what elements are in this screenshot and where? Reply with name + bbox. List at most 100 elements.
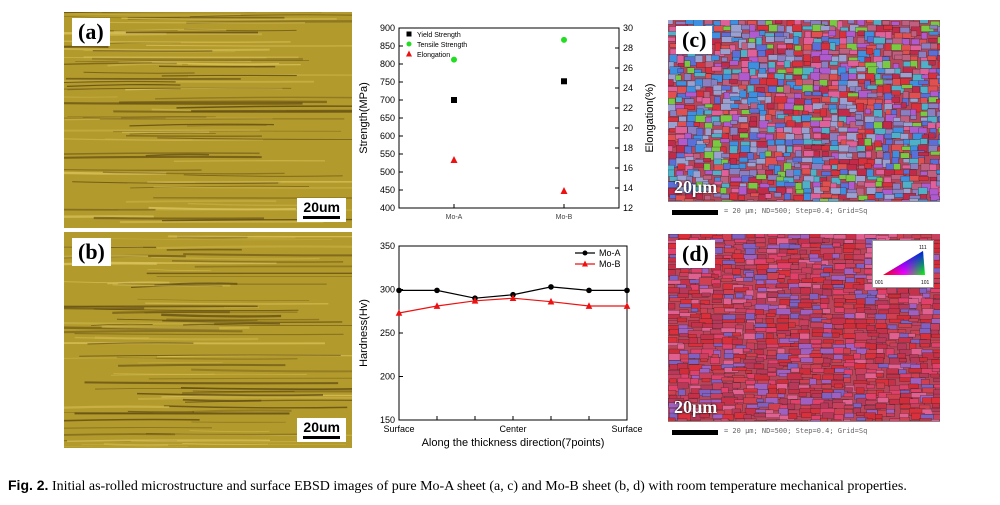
grain <box>675 134 686 140</box>
grain-streak <box>64 412 153 414</box>
grain <box>694 85 701 91</box>
grain <box>765 327 777 333</box>
grain <box>831 359 842 363</box>
grain <box>788 338 800 342</box>
grain <box>676 80 687 86</box>
figure-caption: Fig. 2. Initial as-rolled microstructure… <box>8 477 998 495</box>
grain-streak <box>182 398 262 402</box>
grain <box>755 357 765 362</box>
grain <box>833 302 844 308</box>
y-tick-label: 900 <box>380 23 395 33</box>
grain <box>722 126 730 134</box>
y-tick-label: 800 <box>380 59 395 69</box>
grain <box>743 302 752 307</box>
grain-streak <box>109 33 263 37</box>
grain <box>722 314 737 321</box>
grain-streak <box>64 329 243 334</box>
grain <box>834 307 845 313</box>
grain <box>793 175 800 181</box>
grain-streak <box>103 442 169 447</box>
grain <box>798 392 807 398</box>
grain <box>776 252 787 257</box>
grain <box>867 92 878 98</box>
grain <box>936 174 940 184</box>
grain <box>804 90 812 96</box>
grain <box>893 163 901 171</box>
grain-streak <box>64 96 118 98</box>
grain <box>700 358 708 362</box>
grain <box>721 169 730 177</box>
grain <box>743 333 756 340</box>
grain <box>765 413 781 418</box>
grain <box>830 108 838 114</box>
grain <box>856 187 865 197</box>
grain <box>701 312 711 319</box>
grain <box>703 163 711 171</box>
grain <box>714 96 721 104</box>
strength-elongation-chart: 400 450 500 550 600 650 700 750 800 850 900 12 14 16 1… <box>358 23 656 221</box>
panel-label-a: (a) <box>72 18 110 46</box>
grain <box>777 234 786 238</box>
grain <box>776 308 792 315</box>
grain <box>856 145 866 152</box>
grain <box>875 372 884 378</box>
grain <box>777 348 786 354</box>
grain-streak <box>167 236 296 239</box>
grain <box>789 294 799 300</box>
grain-streak <box>93 216 265 220</box>
grain <box>832 253 840 259</box>
grain <box>668 320 678 324</box>
grain <box>669 329 679 335</box>
grain <box>938 50 940 59</box>
grain <box>783 84 791 94</box>
grain <box>747 152 754 160</box>
grain-streak <box>64 446 188 448</box>
grain <box>692 153 701 159</box>
grain <box>777 54 787 62</box>
grain <box>748 38 756 44</box>
grain-streak <box>118 363 286 367</box>
grain <box>821 384 832 389</box>
grain-streak <box>191 368 352 373</box>
grain <box>937 61 940 71</box>
grain <box>742 348 751 353</box>
grain <box>738 163 747 169</box>
grain <box>908 288 921 297</box>
grain-streak <box>192 409 292 413</box>
grain <box>765 133 774 141</box>
grain <box>757 343 767 350</box>
grain <box>791 126 803 135</box>
grain <box>927 108 936 117</box>
grain <box>839 158 850 165</box>
y-tick-label: 550 <box>380 149 395 159</box>
grain <box>922 292 931 298</box>
grain <box>938 134 940 141</box>
grain <box>677 62 685 67</box>
grain-streak <box>74 336 149 339</box>
grain <box>853 267 861 273</box>
grain <box>882 60 891 69</box>
grain <box>786 249 799 254</box>
grain-streak <box>182 390 352 395</box>
grain <box>690 307 699 313</box>
grain <box>837 121 844 128</box>
y-tick-label: 700 <box>380 95 395 105</box>
grain <box>931 333 940 339</box>
grain <box>845 338 855 345</box>
grain <box>864 108 871 115</box>
grain <box>720 387 729 394</box>
grain <box>777 278 785 283</box>
x-tick-label: Surface <box>611 424 642 434</box>
grain <box>776 323 789 331</box>
grain <box>733 377 749 383</box>
legend-label: Yield Strength <box>417 32 461 39</box>
grain <box>728 78 738 84</box>
scale-line-a <box>303 216 340 219</box>
grain <box>936 55 940 61</box>
grain <box>776 156 785 162</box>
grain <box>757 56 768 63</box>
data-point <box>624 287 630 294</box>
grain <box>776 419 788 422</box>
grain <box>713 180 723 185</box>
grain <box>920 117 928 122</box>
